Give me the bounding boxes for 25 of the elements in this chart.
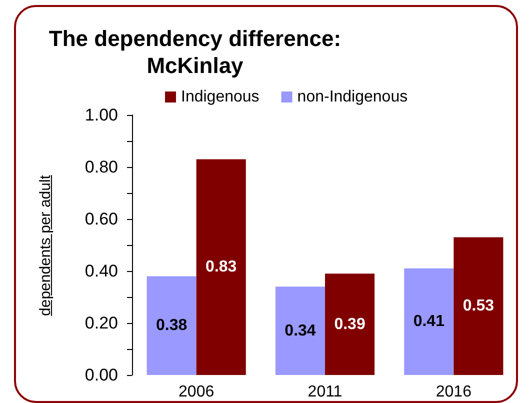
y-axis-title: dependents per adult bbox=[36, 174, 54, 316]
data-label: 0.38 bbox=[156, 317, 188, 334]
data-label: 0.83 bbox=[206, 258, 237, 276]
y-tick-label: 0.00 bbox=[84, 366, 118, 384]
y-tick-label: 0.20 bbox=[84, 314, 118, 332]
data-label: 0.34 bbox=[284, 322, 316, 340]
x-tick-label: 2016 bbox=[436, 384, 472, 400]
y-tick-label: 0.40 bbox=[84, 262, 118, 280]
bar bbox=[325, 274, 375, 375]
data-label: 0.53 bbox=[462, 298, 494, 315]
x-tick-label: 2006 bbox=[178, 384, 214, 400]
y-tick-label: 1.00 bbox=[84, 106, 118, 124]
y-tick-label: 0.80 bbox=[84, 158, 118, 176]
bar bbox=[275, 286, 325, 375]
bar bbox=[454, 237, 504, 375]
x-tick-label: 2011 bbox=[308, 384, 342, 400]
bar bbox=[404, 268, 454, 375]
legend-label: non-Indigenous bbox=[297, 88, 408, 106]
y-tick-label: 0.60 bbox=[84, 210, 118, 228]
data-label: 0.41 bbox=[413, 313, 445, 330]
data-label: 0.39 bbox=[334, 316, 366, 333]
chart-title: The dependency difference: McKinlay bbox=[48, 26, 342, 78]
bar bbox=[146, 276, 196, 375]
legend-label: Indigenous bbox=[181, 88, 260, 106]
bar bbox=[196, 159, 246, 375]
